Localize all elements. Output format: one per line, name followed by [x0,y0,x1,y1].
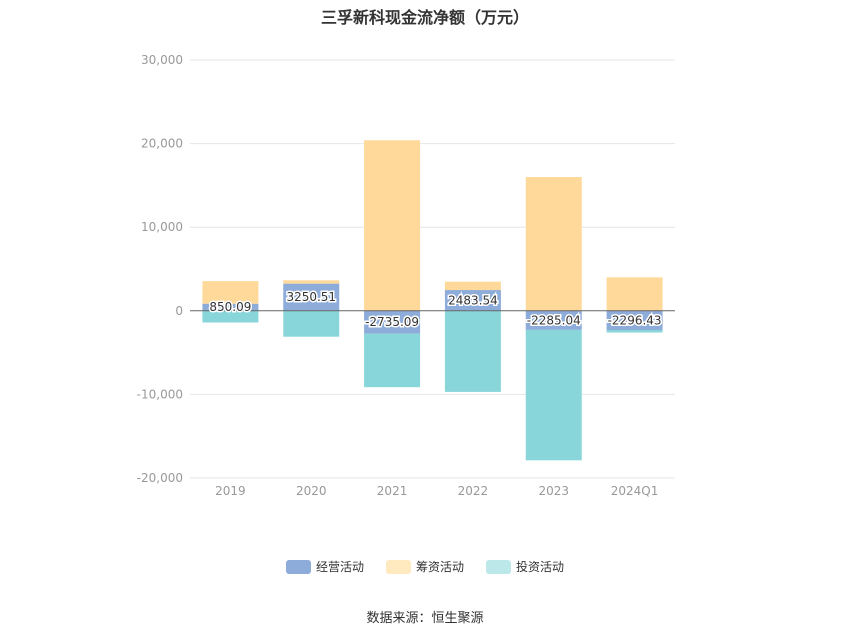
data-label: 3250.51 [286,290,336,304]
x-tick-label: 2021 [377,484,408,498]
legend-swatch-financing [385,559,411,574]
legend-swatch-operating [285,559,311,574]
x-tick-label: 2023 [538,484,569,498]
y-tick-label: -10,000 [137,387,183,401]
bar-operating [202,303,259,311]
y-tick-label: -20,000 [137,471,183,485]
data-labels: 850.09 3250.51 -2735.09 2483.54 -2285.04 -229… [208,289,663,331]
x-axis-ticks: 2019 2020 2021 2022 2023 2024Q1 [215,484,658,498]
x-tick-label: 2022 [458,484,489,498]
bar-investing [444,310,501,392]
bar-investing [525,329,582,461]
bar-operating [525,310,582,330]
y-tick-label: 0 [175,304,183,318]
bars [202,140,663,461]
x-tick-label: 2020 [296,484,327,498]
data-label: -2285.04 [527,313,581,327]
bar-financing [364,140,421,311]
legend-item-investing[interactable]: 投资活动 [486,558,564,575]
y-tick-label: 20,000 [141,137,183,151]
data-label: 2483.54 [448,293,498,307]
legend-label-financing: 筹资活动 [415,560,464,574]
x-tick-label: 2024Q1 [611,484,659,498]
x-tick-label: 2019 [215,484,246,498]
bar-operating [444,290,501,311]
bar-investing [283,310,340,337]
legend: 经营活动 筹资活动 投资活动 [0,558,850,575]
grid-lines [190,59,675,479]
bar-financing [606,277,663,311]
y-axis-ticks: 30,000 20,000 10,000 0 -10,000 -20,000 [137,53,183,485]
chart-title: 三孚新科现金流净额（万元） [320,8,529,27]
bar-financing [202,281,259,304]
legend-label-operating: 经营活动 [315,560,364,574]
legend-label-investing: 投资活动 [516,560,565,574]
bar-investing [202,310,259,323]
legend-item-financing[interactable]: 筹资活动 [385,558,464,575]
bar-investing [606,329,663,333]
legend-item-operating[interactable]: 经营活动 [285,558,364,575]
bar-investing [364,333,421,388]
data-source: 数据来源：恒生聚源 [366,611,484,626]
y-tick-label: 30,000 [141,53,183,67]
data-label: 850.09 [209,300,251,314]
data-label: -2735.09 [365,315,419,329]
bar-operating [283,283,340,311]
bar-operating [606,310,663,330]
y-tick-label: 10,000 [141,220,183,234]
bar-financing [525,177,582,311]
bar-financing [283,280,340,284]
legend-swatch-investing [486,559,511,574]
bar-financing [444,281,501,291]
data-label: -2296.43 [608,313,662,327]
bar-operating [364,310,421,334]
